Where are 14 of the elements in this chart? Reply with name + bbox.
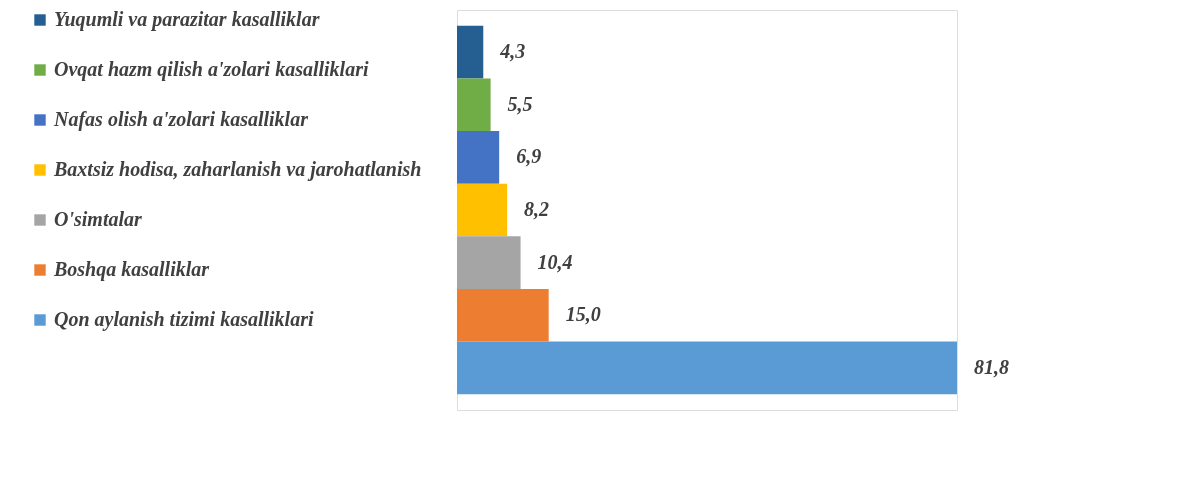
legend-label: Boshqa kasalliklar	[53, 258, 210, 281]
data-label: 6,9	[516, 145, 542, 168]
legend-label: Nafas olish a'zolari kasalliklar	[53, 108, 309, 131]
data-label: 15,0	[565, 303, 601, 326]
data-label: 8,2	[524, 198, 550, 220]
legend-label: O'simtalar	[54, 208, 143, 230]
data-label: 81,8	[974, 355, 1009, 378]
legend-label: Qon aylanish tizimi kasalliklari	[54, 308, 314, 331]
legend-label: Baxtsiz hodisa, zaharlanish va jarohatlanish	[53, 158, 422, 181]
data-label: 10,4	[537, 250, 573, 273]
data-label: 5,5	[507, 92, 533, 115]
legend-label: Ovqat hazm qilish a'zolari kasalliklari	[54, 58, 369, 81]
legend-label: Yuqumli va parazitar kasalliklar	[54, 8, 320, 31]
data-label: 4,3	[499, 40, 526, 63]
